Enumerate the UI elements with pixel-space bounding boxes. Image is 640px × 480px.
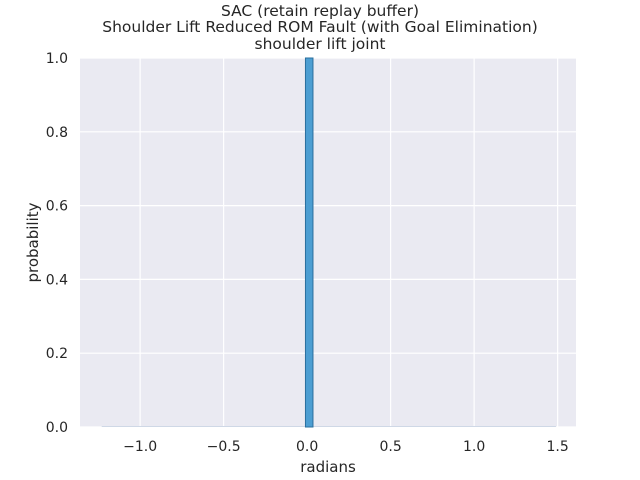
y-tick-label: 0.8 [46, 125, 68, 141]
y-tick-label: 1.0 [46, 51, 68, 67]
x-gridlines [139, 58, 559, 427]
histogram-bars [101, 57, 556, 428]
x-tick-label: 0.5 [379, 439, 401, 455]
y-tick-label: 0.2 [46, 346, 68, 362]
plot-area [80, 58, 576, 427]
histogram-bar [304, 57, 314, 428]
chart-title-line-2: Shoulder Lift Reduced ROM Fault (with Go… [102, 18, 538, 36]
x-tick-label: 0.0 [296, 439, 318, 455]
y-tick-label: 0.6 [46, 199, 68, 215]
x-tick-label: −1.0 [123, 439, 157, 455]
y-axis-label: probability [24, 202, 42, 282]
y-tick-label: 0.4 [46, 272, 68, 288]
y-tick-labels: 0.0 0.2 0.4 0.6 0.8 1.0 [46, 51, 68, 436]
x-tick-label: −0.5 [207, 439, 241, 455]
x-tick-label: 1.5 [546, 439, 568, 455]
x-axis-label: radians [300, 458, 356, 476]
x-tick-labels: −1.0 −0.5 0.0 0.5 1.0 1.5 [123, 439, 569, 455]
x-tick-label: 1.0 [463, 439, 485, 455]
chart-title-line-1: SAC (retain replay buffer) [220, 2, 420, 20]
chart-title-line-3: shoulder lift joint [254, 35, 386, 53]
y-tick-label: 0.0 [46, 420, 68, 436]
